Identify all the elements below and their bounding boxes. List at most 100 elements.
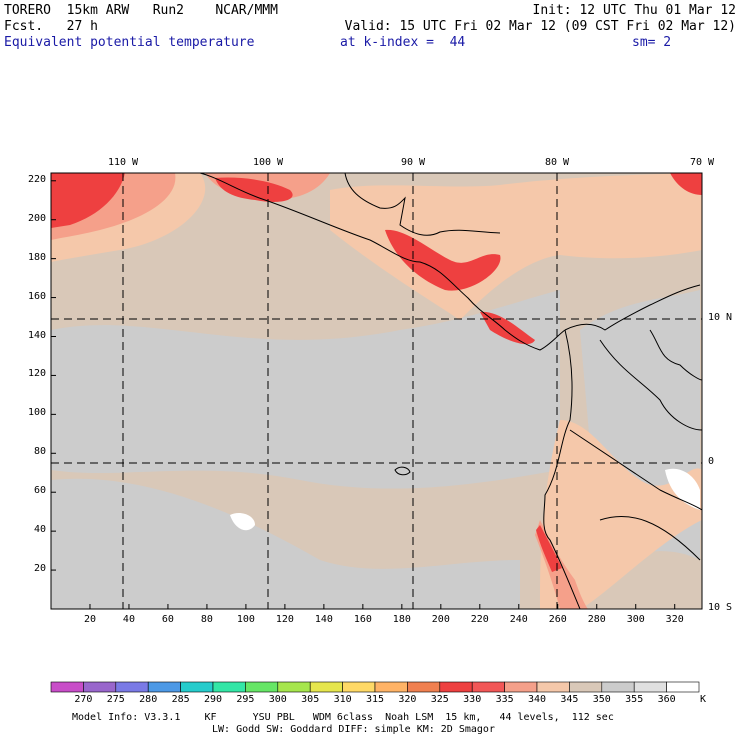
y-tick-label: 80 xyxy=(33,446,46,458)
axis-ticks xyxy=(51,180,676,609)
border-colombia-brazil xyxy=(599,339,703,431)
y-tick-label: 40 xyxy=(33,524,46,536)
header-model-line: TORERO 15km ARW Run2 NCAR/MMM xyxy=(4,3,278,18)
coastline-yucatan-caribbean xyxy=(344,172,501,236)
field-pink-north xyxy=(330,173,702,320)
colorbar-swatch xyxy=(180,681,214,693)
lon-label: 70 W xyxy=(689,157,715,168)
y-tick-label: 220 xyxy=(27,173,46,185)
y-tick-label: 120 xyxy=(27,368,46,380)
colorbar-swatch xyxy=(50,681,84,693)
colorbar-swatch xyxy=(439,681,473,693)
border-peru-brazil xyxy=(599,515,701,561)
colorbar-unit: K xyxy=(699,694,707,705)
lon-label: 90 W xyxy=(400,157,426,168)
graticule xyxy=(51,173,702,609)
x-tick-label: 140 xyxy=(314,614,333,625)
x-tick-label: 300 xyxy=(626,614,645,625)
x-tick-label: 240 xyxy=(509,614,528,625)
colorbar-swatch xyxy=(277,681,311,693)
colorbar-swatch xyxy=(633,681,667,693)
colorbar-label: 270 xyxy=(74,694,93,705)
x-tick-label: 80 xyxy=(200,614,213,625)
y-tick-label: 160 xyxy=(27,290,46,302)
colorbar xyxy=(50,681,700,693)
field-pink-sa xyxy=(540,420,702,609)
coastline-south-america-west xyxy=(543,329,581,610)
lat-label: 10 N xyxy=(708,312,733,323)
field-hot-costarica xyxy=(480,311,535,345)
colorbar-label: 305 xyxy=(301,694,320,705)
galapagos-islands xyxy=(394,466,411,476)
colorbar-label: 325 xyxy=(430,694,449,705)
x-tick-label: 180 xyxy=(392,614,411,625)
colorbar-label: 360 xyxy=(657,694,676,705)
field-grey-band xyxy=(51,290,560,489)
model-info-line: Model Info: V3.3.1 KF YSU PBL WDM 6class… xyxy=(72,712,614,723)
lat-label: 10 S xyxy=(708,602,733,613)
x-tick-label: 280 xyxy=(587,614,606,625)
border-venezuela xyxy=(649,329,703,381)
x-tick-label: 60 xyxy=(161,614,174,625)
y-tick-label: 20 xyxy=(33,563,46,575)
x-tick-label: 200 xyxy=(431,614,450,625)
colorbar-swatch xyxy=(471,681,505,693)
x-tick-label: 220 xyxy=(470,614,489,625)
colorbar-swatch xyxy=(601,681,635,693)
colorbar-swatch xyxy=(245,681,279,693)
colorbar-swatch xyxy=(309,681,343,693)
y-tick-label: 100 xyxy=(27,407,46,419)
colorbar-label: 290 xyxy=(203,694,223,705)
colorbar-swatch xyxy=(504,681,538,693)
level-label: at k-index = 44 xyxy=(340,35,466,50)
y-tick-label: 140 xyxy=(27,329,46,341)
colorbar-swatch xyxy=(115,681,149,693)
field-white-east xyxy=(665,468,700,510)
coastline-colombia-venezuela xyxy=(564,284,701,331)
field-hot-guatemala xyxy=(385,229,501,291)
lat-label: 0 xyxy=(708,456,715,467)
x-tick-label: 320 xyxy=(665,614,684,625)
colorbar-swatch xyxy=(83,681,117,693)
colorbar-label: 345 xyxy=(560,694,579,705)
colorbar-swatch xyxy=(212,681,246,693)
field-hot-andes xyxy=(536,525,562,572)
lon-label: 100 W xyxy=(252,157,284,168)
field-grey-band-south xyxy=(51,478,520,609)
colorbar-label: 335 xyxy=(495,694,514,705)
x-tick-label: 120 xyxy=(275,614,294,625)
smoothing-label: sm= 2 xyxy=(632,35,672,50)
model-physics-line: LW: Godd SW: Goddard DIFF: simple KM: 2D… xyxy=(212,724,495,735)
field-hot-nw xyxy=(51,173,125,228)
colorbar-swatch xyxy=(536,681,570,693)
border-ecuador-peru xyxy=(569,429,703,511)
colorbar-swatch xyxy=(407,681,441,693)
field-hot-ne xyxy=(670,173,702,195)
lon-label: 80 W xyxy=(544,157,570,168)
header-valid: Valid: 15 UTC Fri 02 Mar 12 (09 CST Fri … xyxy=(344,19,736,34)
colorbar-label: 320 xyxy=(398,694,417,705)
colorbar-label: 280 xyxy=(139,694,158,705)
y-tick-label: 60 xyxy=(33,485,46,497)
x-tick-label: 260 xyxy=(548,614,567,625)
field-hot-mex xyxy=(215,177,293,202)
x-tick-label: 160 xyxy=(353,614,372,625)
colorbar-swatch xyxy=(147,681,181,693)
colorbar-label: 300 xyxy=(268,694,287,705)
colorbar-label: 340 xyxy=(527,694,547,705)
colorbar-swatch xyxy=(374,681,408,693)
header-init: Init: 12 UTC Thu 01 Mar 12 xyxy=(532,3,737,18)
theta-e-field xyxy=(51,173,702,609)
lon-label: 110 W xyxy=(107,157,139,168)
colorbar-swatch xyxy=(666,681,700,693)
colorbar-label: 295 xyxy=(236,694,255,705)
map-frame xyxy=(50,172,703,610)
x-tick-label: 40 xyxy=(122,614,135,625)
colorbar-label: 275 xyxy=(106,694,125,705)
field-white-spot xyxy=(230,513,255,531)
y-tick-label: 200 xyxy=(27,212,46,224)
colorbar-label: 330 xyxy=(463,694,482,705)
colorbar-label: 310 xyxy=(333,694,352,705)
x-tick-label: 100 xyxy=(236,614,255,625)
